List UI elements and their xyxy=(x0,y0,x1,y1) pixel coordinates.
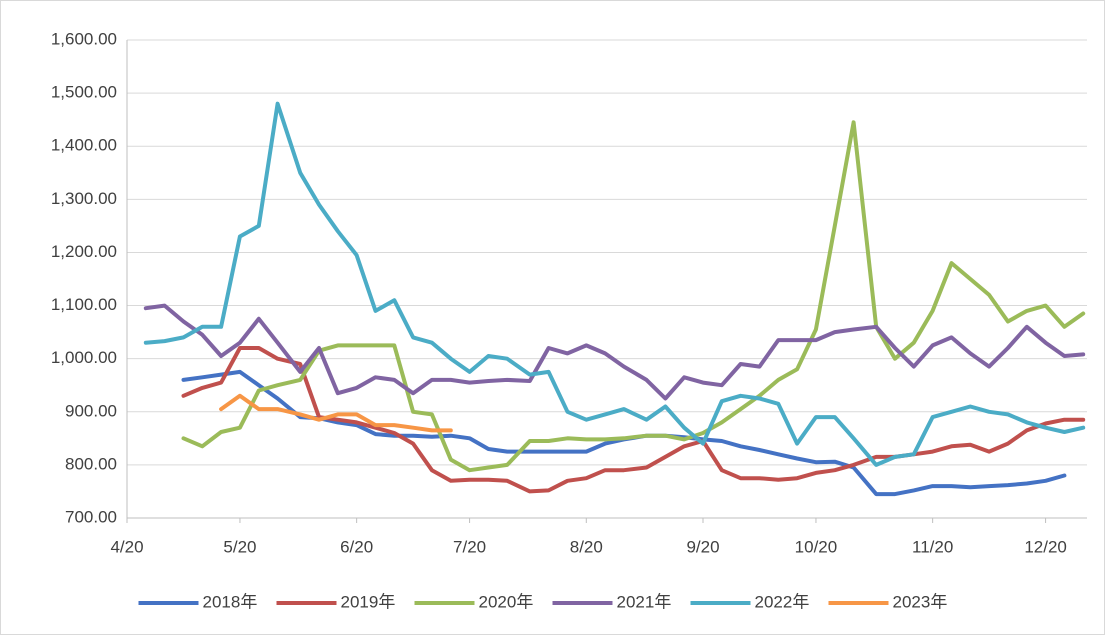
legend-label: 2021年 xyxy=(617,592,672,611)
x-tick-label: 6/20 xyxy=(340,537,373,556)
y-tick-label: 1,100.00 xyxy=(51,295,117,314)
y-tick-label: 900.00 xyxy=(65,401,117,420)
x-tick-label: 11/20 xyxy=(912,537,953,556)
y-tick-label: 800.00 xyxy=(65,454,117,473)
series-line xyxy=(143,303,1086,401)
legend-label: 2019年 xyxy=(341,592,396,611)
x-tick-label: 9/20 xyxy=(686,537,719,556)
x-tick-label: 12/20 xyxy=(1024,537,1067,556)
legend-label: 2022年 xyxy=(755,592,810,611)
legend-label: 2018年 xyxy=(203,592,258,611)
x-tick-label: 4/20 xyxy=(110,537,143,556)
y-tick-label: 1,000.00 xyxy=(51,348,117,367)
y-tick-label: 1,300.00 xyxy=(51,189,117,208)
series-line xyxy=(143,101,1086,467)
y-tick-label: 1,500.00 xyxy=(51,83,117,102)
series-line xyxy=(181,120,1086,473)
x-tick-label: 10/20 xyxy=(795,537,838,556)
x-tick-label: 7/20 xyxy=(453,537,486,556)
y-tick-label: 1,400.00 xyxy=(51,136,117,155)
y-tick-label: 700.00 xyxy=(65,507,117,526)
y-tick-label: 1,200.00 xyxy=(51,242,117,261)
legend-label: 2020年 xyxy=(479,592,534,611)
legend-label: 2023年 xyxy=(893,592,948,611)
x-tick-label: 8/20 xyxy=(570,537,603,556)
series-line xyxy=(181,346,1086,494)
x-tick-label: 5/20 xyxy=(223,537,256,556)
series-line xyxy=(219,393,453,433)
y-tick-label: 1,600.00 xyxy=(51,29,117,48)
